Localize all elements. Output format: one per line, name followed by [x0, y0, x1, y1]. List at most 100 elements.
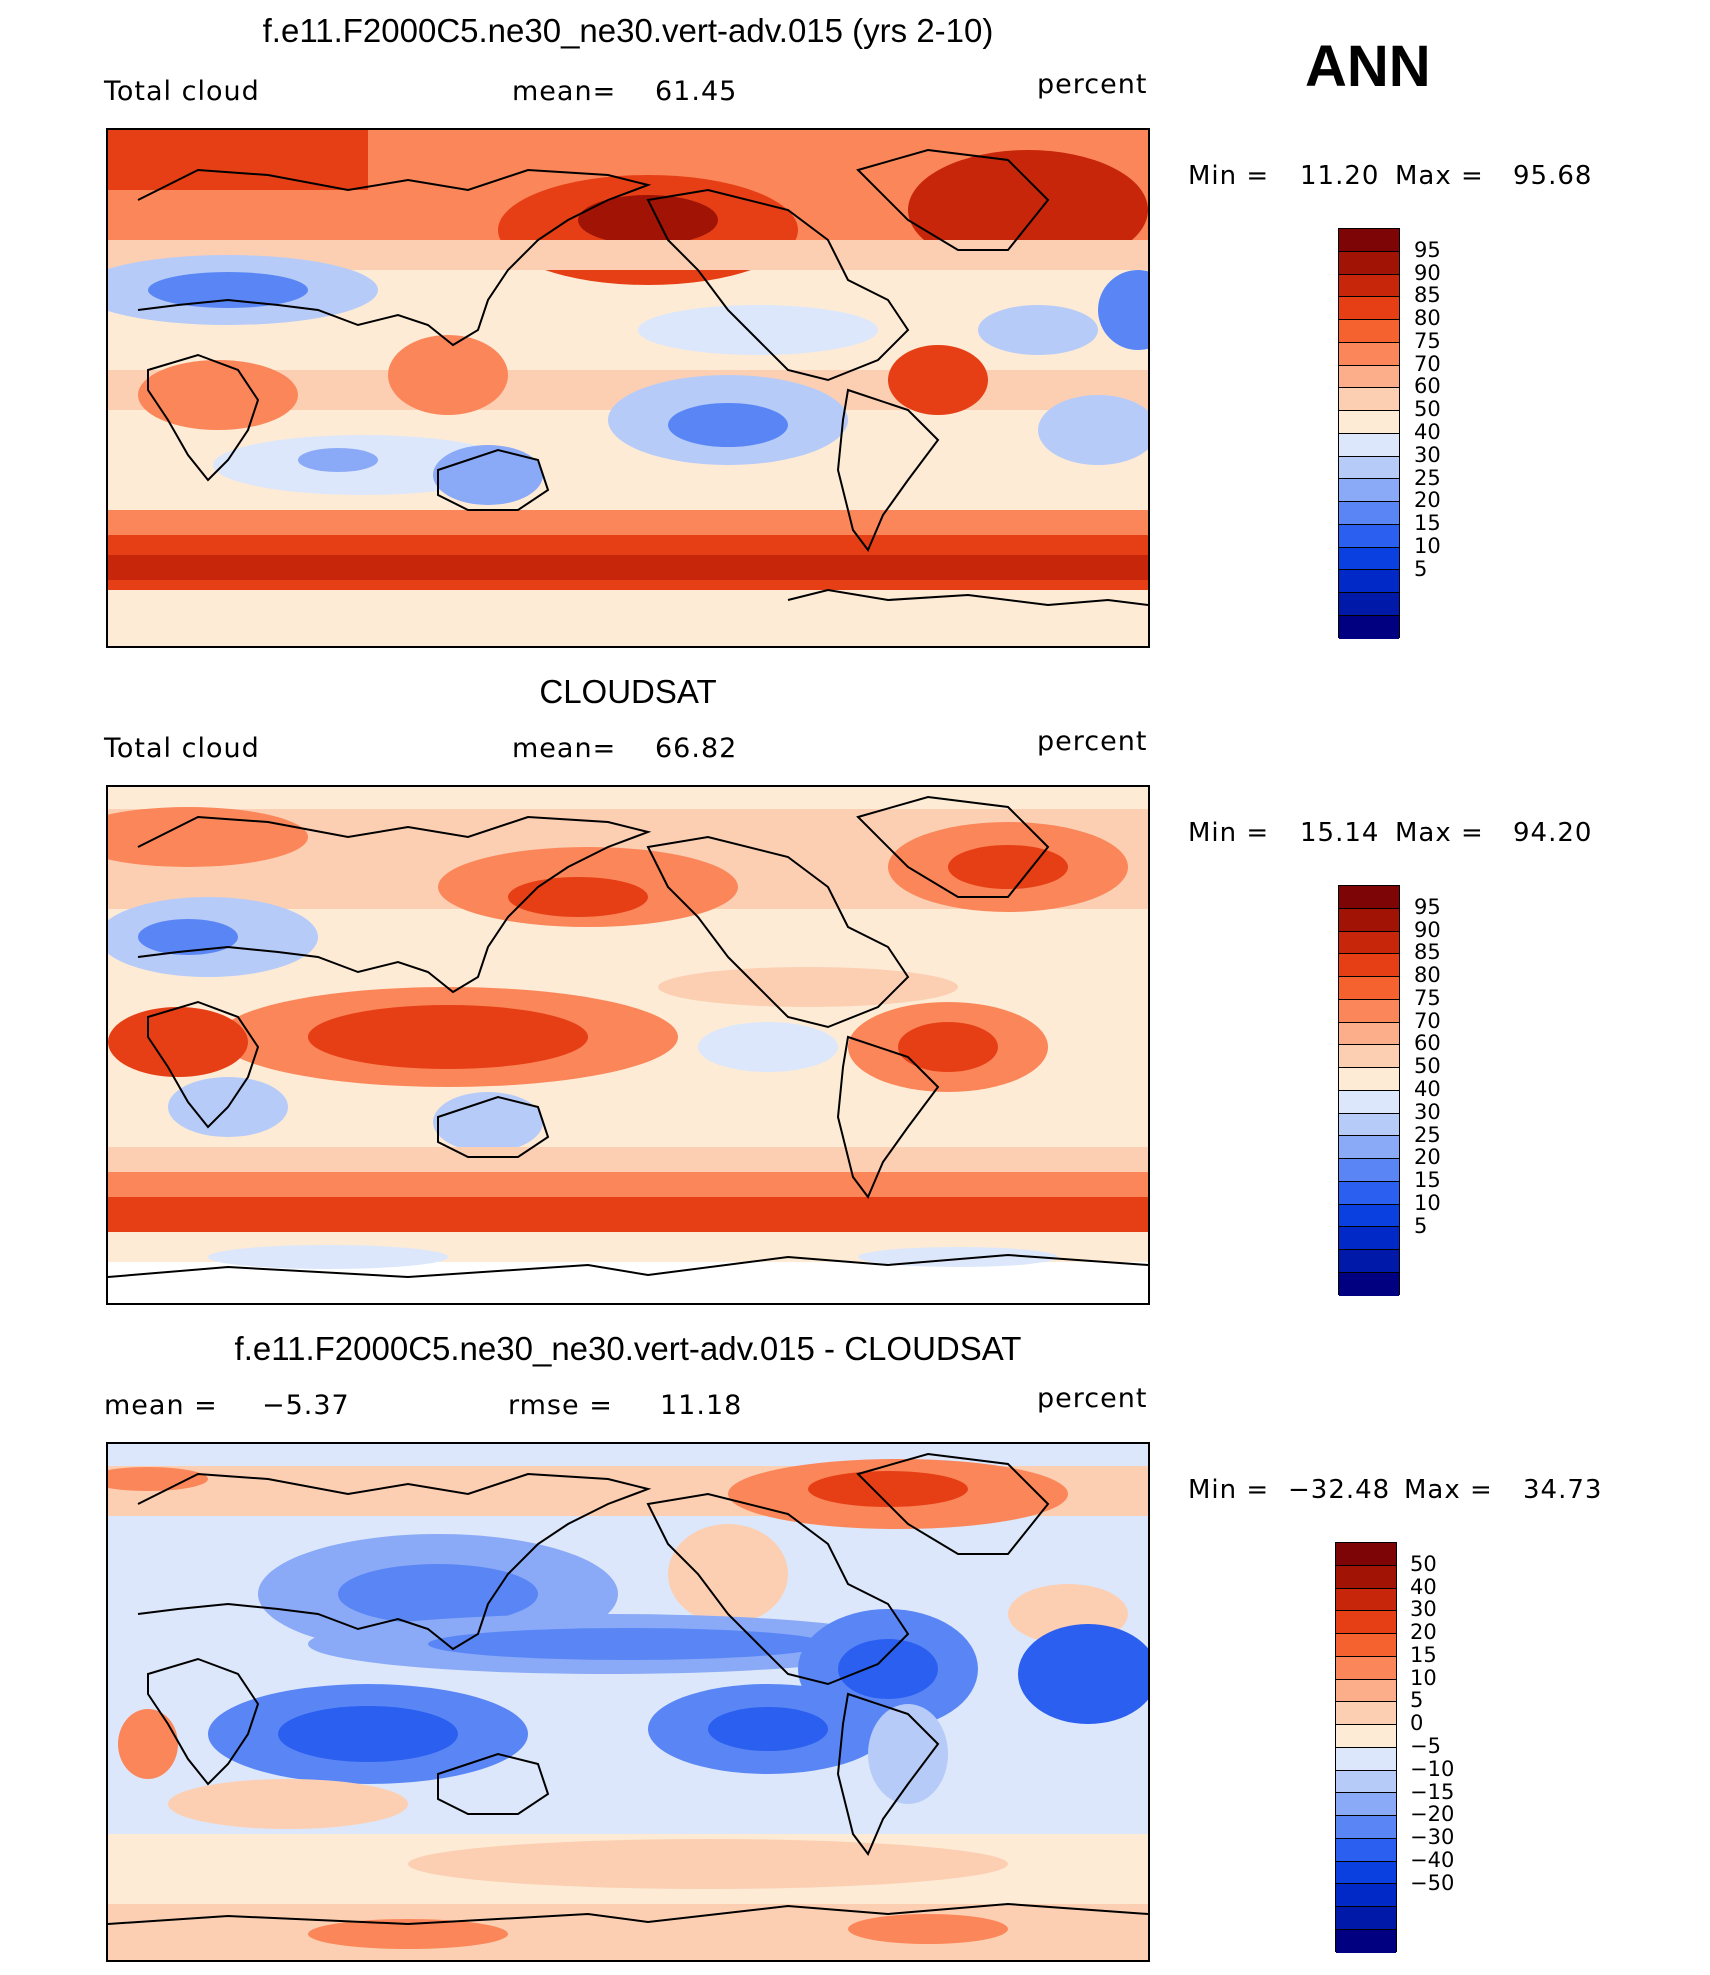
- panel3-max-label: Max =: [1404, 1475, 1493, 1505]
- colorbar-tick-label: 10: [1414, 1190, 1441, 1215]
- colorbar-tick-label: 15: [1414, 1168, 1441, 1193]
- panel3-rmse-label: rmse =: [508, 1390, 613, 1421]
- colorbar-tick-label: 90: [1414, 917, 1441, 942]
- colorbar-tick-label: 50: [1410, 1551, 1437, 1576]
- panel1-max-label: Max =: [1395, 161, 1484, 191]
- colorbar-tick-label: 30: [1410, 1597, 1437, 1622]
- colorbar-swatch: [1339, 1068, 1399, 1091]
- colorbar-tick-label: 40: [1414, 1077, 1441, 1101]
- colorbar-swatch: [1339, 524, 1399, 548]
- colorbar-swatch: [1339, 274, 1399, 298]
- colorbar-swatch: [1339, 1227, 1399, 1251]
- colorbar-tick-label: −5: [1410, 1734, 1441, 1758]
- colorbar-swatch: [1339, 411, 1399, 434]
- colorbar-tick-label: 10: [1414, 533, 1441, 558]
- colorbar-swatch: [1336, 1747, 1396, 1771]
- panel1-max-value: 95.68: [1513, 161, 1593, 191]
- colorbar-swatch: [1336, 1770, 1396, 1794]
- panel3-units: percent: [1037, 1383, 1148, 1414]
- colorbar-swatch: [1336, 1907, 1396, 1931]
- colorbar-tick-label: 75: [1414, 328, 1441, 353]
- colorbar-swatch: [1336, 1884, 1396, 1908]
- colorbar-swatch: [1339, 297, 1399, 321]
- colorbar-tick-label: −20: [1410, 1802, 1455, 1827]
- colorbar-tick-label: 85: [1414, 283, 1441, 308]
- colorbar-swatch: [1339, 1159, 1399, 1182]
- colorbar-tick-label: 90: [1414, 260, 1441, 285]
- colorbar-swatch: [1339, 433, 1399, 457]
- colorbar-swatch: [1336, 1702, 1396, 1726]
- colorbar-swatch: [1336, 1861, 1396, 1885]
- colorbar-swatch: [1339, 593, 1399, 617]
- colorbar-swatch: [1336, 1816, 1396, 1839]
- colorbar-tick-label: 40: [1414, 420, 1441, 444]
- colorbar-swatch: [1336, 1679, 1396, 1703]
- panel2-mean-value: 66.82: [655, 733, 738, 764]
- colorbar-tick-label: 15: [1414, 511, 1441, 536]
- colorbar-swatch: [1339, 479, 1399, 503]
- colorbar-tick-label: 40: [1410, 1574, 1437, 1599]
- panel2-variable-label: Total cloud: [104, 733, 260, 764]
- panel1-min-label: Min =: [1188, 161, 1270, 191]
- panel2-mean-label: mean=: [512, 733, 617, 764]
- panel3-mean-value: −5.37: [262, 1390, 350, 1421]
- colorbar-swatch: [1339, 388, 1399, 412]
- panel1-mean-label: mean=: [512, 76, 617, 107]
- colorbar-tick-label: 25: [1414, 1122, 1441, 1147]
- panel1-contour-field: [108, 130, 1148, 646]
- colorbar-swatch: [1339, 886, 1399, 909]
- panel2-units: percent: [1037, 726, 1148, 757]
- panel2-map: [106, 785, 1150, 1305]
- panel3-min-value: −32.48: [1288, 1475, 1391, 1505]
- colorbar-tick-label: 70: [1414, 351, 1441, 376]
- panel1-min-value: 11.20: [1300, 161, 1380, 191]
- colorbar-swatch: [1339, 977, 1399, 1000]
- colorbar-swatch: [1339, 456, 1399, 480]
- colorbar-swatch: [1339, 1250, 1399, 1274]
- colorbar-swatch: [1339, 320, 1399, 343]
- colorbar-tick-label: 25: [1414, 465, 1441, 490]
- colorbar-swatch: [1336, 1838, 1396, 1862]
- colorbar-tick-label: 85: [1414, 940, 1441, 965]
- colorbar-swatch: [1336, 1611, 1396, 1635]
- colorbar-swatch: [1339, 1181, 1399, 1205]
- colorbar-tick-label: 10: [1410, 1665, 1437, 1690]
- colorbar-swatch: [1336, 1565, 1396, 1589]
- panel2-title: CLOUDSAT: [539, 673, 717, 710]
- colorbar-swatch: [1336, 1656, 1396, 1680]
- panel1-colorbar: [1338, 228, 1400, 639]
- colorbar-tick-label: 30: [1414, 442, 1441, 467]
- colorbar-tick-label: 30: [1414, 1099, 1441, 1124]
- colorbar-tick-label: 95: [1414, 237, 1441, 262]
- panel1-mean-value: 61.45: [655, 76, 738, 107]
- panel3-contour-field: [108, 1444, 1148, 1960]
- colorbar-swatch: [1336, 1588, 1396, 1612]
- colorbar-tick-label: 95: [1414, 894, 1441, 919]
- colorbar-tick-label: 15: [1410, 1642, 1437, 1667]
- colorbar-swatch: [1336, 1930, 1396, 1953]
- colorbar-swatch: [1336, 1793, 1396, 1817]
- panel3-map: [106, 1442, 1150, 1962]
- panel3-max-value: 34.73: [1523, 1475, 1603, 1505]
- panel2-colorbar: [1338, 885, 1400, 1296]
- colorbar-swatch: [1339, 1204, 1399, 1228]
- panel1-units: percent: [1037, 69, 1148, 100]
- colorbar-tick-label: −30: [1410, 1825, 1455, 1850]
- colorbar-tick-label: 20: [1414, 1145, 1441, 1170]
- colorbar-swatch: [1339, 547, 1399, 571]
- panel3-min-label: Min =: [1188, 1475, 1270, 1505]
- colorbar-tick-label: −10: [1410, 1756, 1455, 1781]
- colorbar-swatch: [1339, 229, 1399, 252]
- colorbar-swatch: [1339, 251, 1399, 275]
- colorbar-swatch: [1336, 1543, 1396, 1566]
- colorbar-swatch: [1339, 570, 1399, 594]
- panel2-contour-field: [108, 787, 1148, 1303]
- colorbar-swatch: [1339, 1045, 1399, 1069]
- colorbar-tick-label: 20: [1410, 1620, 1437, 1645]
- colorbar-swatch: [1339, 502, 1399, 525]
- colorbar-tick-label: 5: [1414, 556, 1428, 581]
- panel1-title: f.e11.F2000C5.ne30_ne30.vert-adv.015 (yr…: [262, 12, 994, 49]
- colorbar-swatch: [1339, 999, 1399, 1023]
- colorbar-tick-label: 50: [1414, 1054, 1441, 1079]
- panel2-min-value: 15.14: [1300, 818, 1380, 848]
